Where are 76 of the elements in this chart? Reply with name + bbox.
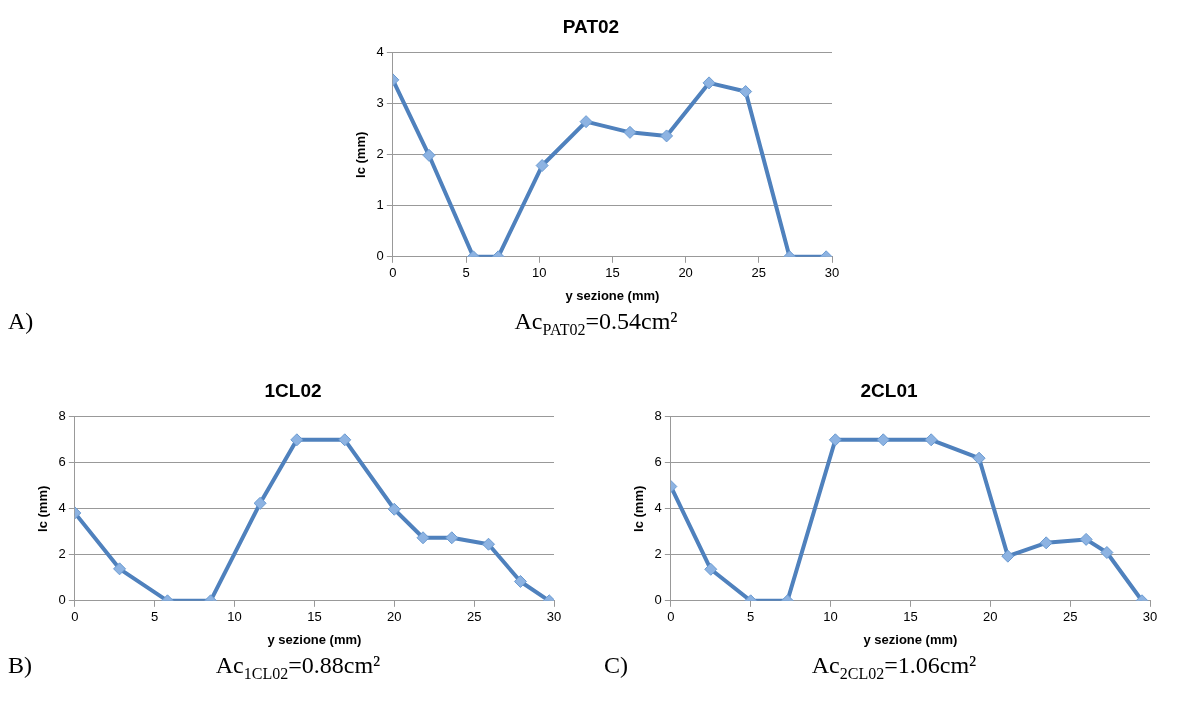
point (113, 562, 127, 576)
y-tick-label: 8 (58, 408, 66, 424)
x-tick-label: 5 (462, 265, 470, 281)
x-tick-label: 10 (531, 265, 547, 281)
point (253, 496, 267, 510)
x-tick-label: 25 (751, 265, 767, 281)
point (623, 125, 637, 139)
text: C) (604, 652, 628, 679)
text: A) (8, 308, 34, 335)
point (290, 433, 304, 447)
x-tick-label: 20 (387, 609, 402, 625)
point (422, 148, 436, 162)
x-axis-title: y sezione (mm) (267, 631, 362, 647)
point (535, 159, 549, 173)
y-tick-label: 4 (58, 500, 66, 516)
y-tick-label: 0 (58, 592, 66, 608)
x-tick-label: 5 (747, 609, 755, 625)
y-tick-label: 3 (376, 95, 384, 111)
y-tick-label: 0 (654, 592, 662, 608)
text: B) (8, 652, 32, 679)
text: Ac$_{2CL02}$=1.06cm² (811, 652, 977, 682)
y-tick-label: 0 (376, 248, 384, 264)
y-axis-title: lc (mm) (631, 485, 647, 532)
y-tick-label: 8 (654, 408, 662, 424)
x-tick-label: 20 (678, 265, 693, 281)
x-tick-label: 0 (667, 609, 675, 625)
x-tick-label: 15 (307, 609, 322, 625)
x-tick-label: 20 (983, 609, 998, 625)
point (445, 531, 459, 545)
point (1100, 546, 1114, 559)
x-tick-label: 30 (824, 265, 840, 281)
y-axis-title: lc (mm) (35, 485, 51, 532)
y-tick-label: 2 (376, 146, 384, 162)
x-tick-label: 15 (605, 265, 620, 281)
y-axis-title: lc (mm) (353, 131, 369, 178)
x-tick-label: 30 (546, 609, 562, 625)
point (702, 76, 716, 90)
text: Ac$_{PAT02}$=0.54cm² (514, 308, 678, 338)
point (1039, 536, 1053, 550)
x-tick-label: 15 (903, 609, 918, 625)
point (704, 562, 718, 576)
x-axis-title: y sezione (mm) (565, 287, 660, 303)
x-tick-label: 30 (1142, 609, 1158, 625)
x-tick-label: 5 (151, 609, 159, 625)
point (513, 574, 527, 588)
y-tick-label: 6 (58, 454, 66, 470)
point (924, 433, 938, 447)
point (1079, 532, 1093, 546)
y-tick-label: 1 (376, 197, 384, 213)
y-tick-label: 4 (376, 44, 384, 60)
point (338, 433, 352, 447)
chart-title: 1CL02 (264, 379, 322, 401)
point (579, 115, 593, 129)
point (972, 451, 986, 465)
point (1001, 549, 1015, 563)
x-tick-label: 0 (71, 609, 79, 625)
y-tick-label: 2 (58, 546, 66, 562)
point (828, 433, 842, 447)
point (876, 433, 890, 447)
x-tick-label: 0 (389, 265, 397, 281)
x-axis-title: y sezione (mm) (863, 631, 958, 647)
chart-title: 2CL01 (860, 379, 918, 401)
y-tick-label: 4 (654, 500, 662, 516)
x-tick-label: 10 (823, 609, 838, 625)
y-tick-label: 6 (654, 454, 662, 470)
x-tick-label: 25 (466, 609, 482, 625)
point (387, 502, 401, 516)
x-tick-label: 25 (1062, 609, 1078, 625)
point (739, 85, 753, 99)
point (482, 537, 496, 551)
text: Ac$_{1CL02}$=0.88cm² (215, 652, 381, 682)
point (416, 531, 430, 545)
chart-title: PAT02 (562, 15, 620, 37)
y-tick-label: 2 (654, 546, 662, 562)
x-tick-label: 10 (227, 609, 242, 625)
point (660, 129, 674, 143)
